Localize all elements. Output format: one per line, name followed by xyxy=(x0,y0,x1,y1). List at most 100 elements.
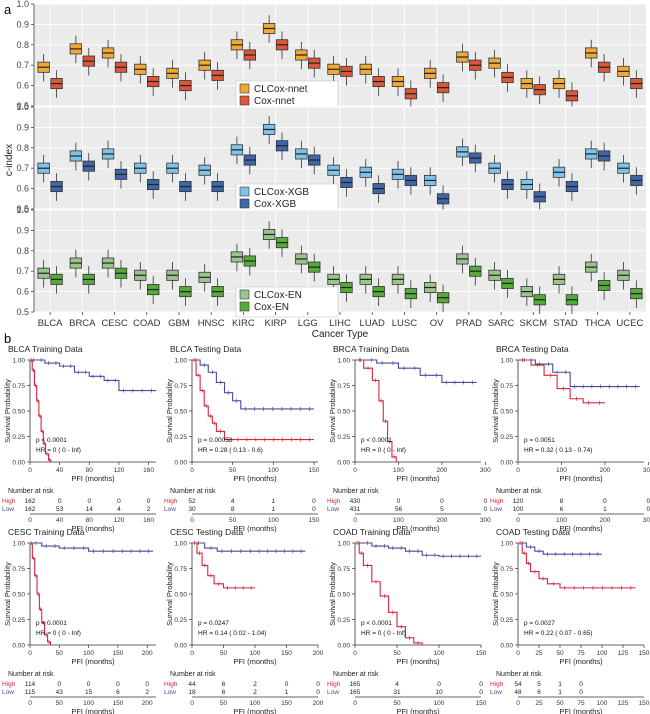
legend-key xyxy=(239,83,250,94)
risk-x-tick-label: 200 xyxy=(142,700,153,707)
km-x-label: PFI (months) xyxy=(71,474,115,483)
km-y-tick-label: 1.00 xyxy=(500,541,513,548)
risk-count-high: 0 xyxy=(479,681,483,688)
risk-count-high: 0 xyxy=(87,681,91,688)
legend-label: CLCox-XGB xyxy=(254,187,309,198)
risk-count-high: 0 xyxy=(116,681,120,688)
km-x-tick-label: 200 xyxy=(599,467,610,474)
x-tick-label: SKCM xyxy=(520,318,548,329)
km-y-tick-label: 0.00 xyxy=(500,460,513,467)
panel-label-a: a xyxy=(4,2,12,17)
risk-count-low: 5 xyxy=(440,506,444,513)
risk-label-high: High xyxy=(2,681,16,688)
risk-x-tick-label: 100 xyxy=(434,700,445,707)
x-tick-label: OV xyxy=(430,318,444,329)
x-tick-label: PRAD xyxy=(456,318,483,329)
km-x-tick-label: 160 xyxy=(143,467,154,474)
risk-x-tick-label: 300 xyxy=(480,517,491,524)
risk-x-tick-label: 0 xyxy=(353,517,357,524)
risk-count-high: 165 xyxy=(350,681,361,688)
km-x-tick-label: 0 xyxy=(353,650,357,657)
risk-table-title: Number at risk xyxy=(496,671,542,678)
risk-x-tick-label: 120 xyxy=(114,517,125,524)
km-plot-8: COAD Testing Data 0.00 0.25 0.50 0.75 1.00 0 25… xyxy=(490,527,650,714)
km-x-tick-label: 125 xyxy=(618,650,629,657)
risk-x-label: PFI (months) xyxy=(396,524,440,533)
y-tick-label: 0.5 xyxy=(16,204,29,214)
risk-count-high: 162 xyxy=(25,498,36,505)
risk-label-low: Low xyxy=(490,689,502,696)
km-hazard-ratio: HR = 0.32 ( 0.13 - 0.74) xyxy=(524,447,592,454)
km-curve-high xyxy=(518,359,605,404)
risk-count-low: 43 xyxy=(56,689,64,696)
risk-count-low: 10 xyxy=(435,689,443,696)
km-x-label: PFI (months) xyxy=(396,657,440,666)
risk-count-low: 14 xyxy=(86,506,94,513)
risk-count-high: 114 xyxy=(25,681,36,688)
risk-x-tick-label: 100 xyxy=(268,517,279,524)
km-x-tick-label: 200 xyxy=(142,650,153,657)
risk-x-label: PFI (months) xyxy=(71,707,115,714)
risk-x-label: PFI (months) xyxy=(559,524,603,533)
km-x-tick-label: 300 xyxy=(643,467,650,474)
legend-label: CLCox-nnet xyxy=(254,84,308,95)
km-y-tick-label: 0.00 xyxy=(12,643,25,650)
y-tick-label: 0.7 xyxy=(16,60,29,70)
km-x-tick-label: 75 xyxy=(577,650,585,657)
y-tick-label: 1.0 xyxy=(16,205,29,215)
km-y-tick-label: 1.00 xyxy=(337,541,350,548)
risk-x-tick-label: 25 xyxy=(535,700,543,707)
x-tick-label: CESC xyxy=(101,318,128,329)
risk-label-low: Low xyxy=(2,689,14,696)
km-y-tick-label: 0.50 xyxy=(12,592,25,599)
risk-x-tick-label: 300 xyxy=(643,517,650,524)
km-x-tick-label: 0 xyxy=(190,650,194,657)
risk-count-low: 18 xyxy=(188,689,196,696)
risk-x-tick-label: 0 xyxy=(516,517,520,524)
risk-count-high: 6 xyxy=(222,681,226,688)
risk-x-tick-label: 0 xyxy=(353,700,357,707)
risk-count-low: 162 xyxy=(25,506,36,513)
risk-count-high: 0 xyxy=(603,498,607,505)
risk-x-tick-label: 100 xyxy=(393,517,404,524)
risk-count-low: 6 xyxy=(222,689,226,696)
km-hazard-ratio: HR = 0 ( 0 - Inf) xyxy=(361,447,406,454)
risk-x-tick-label: 200 xyxy=(436,517,447,524)
legend-box xyxy=(235,183,339,215)
km-title: CESC Training Data xyxy=(8,527,85,537)
risk-x-tick-label: 50 xyxy=(393,700,401,707)
risk-count-low: 0 xyxy=(312,506,316,513)
km-y-label: Survival Probability xyxy=(165,379,174,443)
x-tick-label: KIRC xyxy=(232,318,255,329)
km-x-label: PFI (months) xyxy=(559,474,603,483)
risk-x-label: PFI (months) xyxy=(396,707,440,714)
km-curve-low xyxy=(518,542,602,555)
km-x-tick-label: 0 xyxy=(353,467,357,474)
km-y-tick-label: 0.75 xyxy=(12,566,25,573)
km-x-label: PFI (months) xyxy=(559,657,603,666)
risk-label-high: High xyxy=(490,681,504,688)
y-tick-label: 1.0 xyxy=(16,0,29,9)
km-y-tick-label: 0.25 xyxy=(337,434,350,441)
km-curve-high xyxy=(518,542,636,589)
risk-count-low: 0 xyxy=(479,689,483,696)
km-y-tick-label: 1.00 xyxy=(174,358,187,365)
risk-count-low: 1 xyxy=(271,506,275,513)
km-x-tick-label: 0 xyxy=(516,650,520,657)
legend-label: Cox-XGB xyxy=(254,199,297,210)
y-tick-label: 1.0 xyxy=(16,102,29,112)
km-title: BRCA Training Data xyxy=(333,344,409,354)
x-tick-label: HNSC xyxy=(198,318,225,329)
km-y-tick-label: 0.00 xyxy=(500,643,513,650)
risk-count-high: 0 xyxy=(285,681,289,688)
risk-count-high: 44 xyxy=(188,681,196,688)
risk-count-high: 0 xyxy=(579,681,583,688)
km-x-label: PFI (months) xyxy=(396,474,440,483)
y-tick-label: 0.9 xyxy=(16,19,29,29)
risk-count-high: 120 xyxy=(513,498,524,505)
km-y-tick-label: 0.00 xyxy=(337,643,350,650)
km-plot-7: COAD Training Data 0.00 0.25 0.50 0.75 1.00 0 5… xyxy=(327,527,487,714)
risk-count-low: 6 xyxy=(116,689,120,696)
risk-x-tick-label: 50 xyxy=(229,517,237,524)
km-p-value: p = 0.0027 xyxy=(524,620,555,627)
